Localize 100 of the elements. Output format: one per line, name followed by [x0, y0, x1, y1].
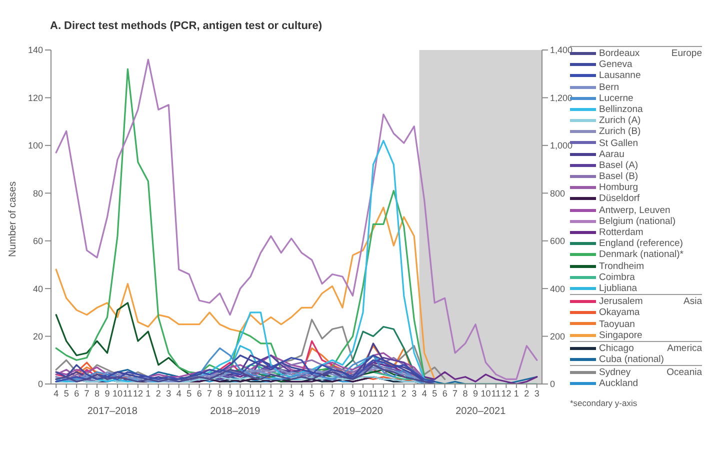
legend-label: Lausanne [599, 70, 641, 82]
text: America [667, 342, 702, 354]
text: Europe [671, 48, 702, 60]
legend-label: Ljubliana [599, 282, 638, 294]
x-tick-label: 8 [340, 388, 346, 398]
x-tick-label: 10 [235, 388, 246, 398]
x-tick-label: 2 [156, 388, 161, 398]
legend-label: Antwerp, Leuven [599, 204, 670, 216]
legend-label: Chicago [599, 342, 634, 354]
x-tick-label: 4 [54, 388, 59, 398]
x-tick-label: 11 [123, 388, 132, 398]
x-tick-label: 2 [401, 388, 406, 398]
legend-label: Zurich (A) [599, 115, 641, 126]
legend-label: Basel (B) [599, 171, 638, 182]
x-tick-label: 5 [186, 388, 192, 398]
legend-label: Auckland [599, 378, 638, 390]
legend-label: Bellinzona [599, 104, 643, 115]
x-tick-label: 10 [112, 388, 122, 398]
legend-label: Denmark (national)* [599, 249, 684, 260]
x-tick-label: 4 [176, 388, 182, 398]
x-tick-label: 12 [501, 388, 512, 398]
x-tick-label: 9 [350, 388, 356, 398]
x-tick-label: 3 [412, 388, 417, 398]
legend-label: Düseldorf [599, 193, 640, 204]
x-tick-label: 1 [514, 388, 519, 398]
x-tick-label: 6 [196, 388, 202, 398]
x-tick-label: 8 [462, 388, 468, 398]
y-tick-label: 120 [28, 92, 43, 103]
legend-label: Homburg [599, 182, 638, 194]
x-tick-label: 7 [452, 388, 458, 398]
x-tick-label: 12 [378, 388, 388, 398]
y2-tick-label: 200 [550, 331, 566, 342]
legend-label: Coimbra [599, 272, 635, 283]
legend-label: Rotterdam [599, 227, 644, 238]
legend-label: Lucerne [599, 92, 634, 104]
x-tick-label: 6 [320, 388, 325, 398]
x-tick-label: 12 [256, 388, 266, 398]
x-tick-label: 3 [288, 388, 294, 398]
x-tick-label: 8 [94, 388, 100, 398]
legend-label: St Gallen [599, 138, 638, 148]
y-tick-label: 20 [32, 331, 43, 342]
x-tick-label: 9 [473, 388, 478, 398]
x-tick-label: 10 [480, 388, 491, 398]
y-tick-label: 100 [28, 140, 43, 151]
x-tick-label: 4 [299, 388, 304, 398]
legend-label: Bordeaux [599, 48, 640, 59]
x-tick-label: 7 [84, 388, 90, 398]
y-tick-label: 60 [32, 236, 43, 246]
x-tick-label: 8 [217, 388, 222, 398]
y-tick-label: 40 [32, 284, 43, 294]
y2-tick-label: 600 [550, 236, 566, 246]
text: Asia [684, 296, 702, 308]
legend-label: Zurich (B) [599, 126, 641, 138]
text: Oceania [666, 367, 702, 378]
x-tick-label: 3 [534, 388, 540, 398]
legend-label: Okayama [599, 307, 640, 318]
x-tick-label: 11 [246, 388, 256, 398]
legend-label: Jerusalem [599, 296, 643, 308]
legend-label: Singapore [599, 330, 642, 341]
x-tick-label: 11 [491, 388, 501, 398]
legend-label: Sydney [599, 367, 631, 378]
x-tick-label: 7 [207, 388, 212, 398]
x-tick-label: 9 [228, 388, 233, 398]
x-tick-label: 3 [166, 388, 172, 398]
legend-label: Bern [599, 82, 620, 93]
text: *secondary y-axis [570, 398, 638, 408]
legend-label: Trondheim [599, 260, 644, 272]
x-tick-label: 6 [442, 388, 448, 398]
y-tick-label: 140 [28, 45, 43, 56]
x-tick-label: 1 [391, 388, 396, 398]
x-tick-label: 2 [278, 388, 284, 398]
legend-label: Geneva [599, 59, 632, 70]
y2-tick-label: 1,400 [550, 45, 573, 56]
y-tick-label: 80 [32, 188, 43, 198]
x-tick-label: 5 [309, 388, 314, 398]
text: 2020–2021 [454, 406, 507, 417]
legend-label: Basel (A) [599, 160, 638, 171]
x-tick-label: 4 [422, 388, 427, 398]
x-tick-label: 1 [146, 388, 151, 398]
y-axis-title: Number of cases [8, 181, 19, 257]
x-tick-label: 5 [432, 388, 438, 398]
x-tick-label: 10 [358, 388, 368, 398]
x-tick-label: 11 [368, 388, 378, 398]
legend-label: Cuba (national) [599, 354, 664, 366]
y2-tick-label: 0 [550, 379, 556, 390]
y-tick-label: 0 [38, 379, 43, 390]
legend-label: Belgium (national) [599, 216, 676, 227]
y2-tick-label: 800 [550, 188, 566, 198]
x-tick-label: 6 [74, 388, 80, 398]
x-tick-label: 5 [64, 388, 69, 398]
x-tick-label: 9 [104, 388, 110, 398]
chart-title: A. Direct test methods (PCR, antigen test or culture) [50, 20, 322, 32]
legend-label: Aarau [599, 148, 624, 160]
y2-tick-label: 400 [550, 284, 566, 294]
y2-tick-label: 1,000 [550, 140, 573, 151]
text: 2017–2018 [86, 406, 138, 417]
x-tick-label: 12 [132, 388, 143, 398]
x-tick-label: 7 [330, 388, 335, 398]
text: 2019–2020 [332, 406, 384, 417]
text: 2018–2019 [209, 406, 262, 417]
